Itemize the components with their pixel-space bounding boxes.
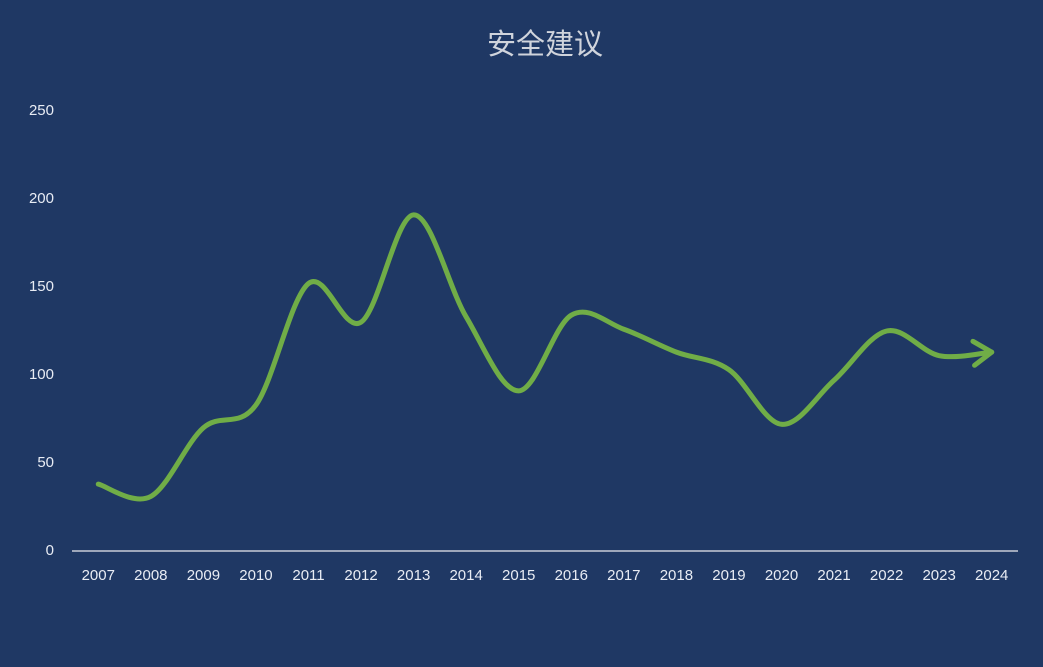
x-tick-label: 2022 (870, 567, 903, 584)
x-tick-label: 2013 (397, 567, 430, 584)
x-tick-label: 2007 (82, 567, 115, 584)
x-tick-label: 2009 (187, 567, 220, 584)
line-series (95, 212, 995, 502)
x-tick-label: 2017 (607, 567, 640, 584)
x-tick-label: 2020 (765, 567, 798, 584)
y-tick-label: 250 (29, 102, 54, 119)
x-tick-label: 2019 (712, 567, 745, 584)
x-tick-label: 2012 (344, 567, 377, 584)
chart-title: 安全建议 (487, 27, 603, 61)
x-tick-label: 2021 (817, 567, 850, 584)
x-tick-label: 2015 (502, 567, 535, 584)
y-tick-label: 50 (37, 454, 54, 471)
x-tick-label: 2023 (922, 567, 955, 584)
y-tick-label: 150 (29, 278, 54, 295)
x-tick-label: 2024 (975, 567, 1008, 584)
x-tick-label: 2018 (660, 567, 693, 584)
x-tick-label: 2011 (292, 567, 324, 584)
x-tick-label: 2010 (239, 567, 272, 584)
x-tick-label: 2014 (449, 567, 482, 584)
x-tick-label: 2008 (134, 567, 167, 584)
y-tick-label: 200 (29, 190, 54, 207)
y-tick-label: 100 (29, 366, 54, 383)
x-tick-label: 2016 (555, 567, 588, 584)
y-tick-label: 0 (46, 542, 54, 559)
